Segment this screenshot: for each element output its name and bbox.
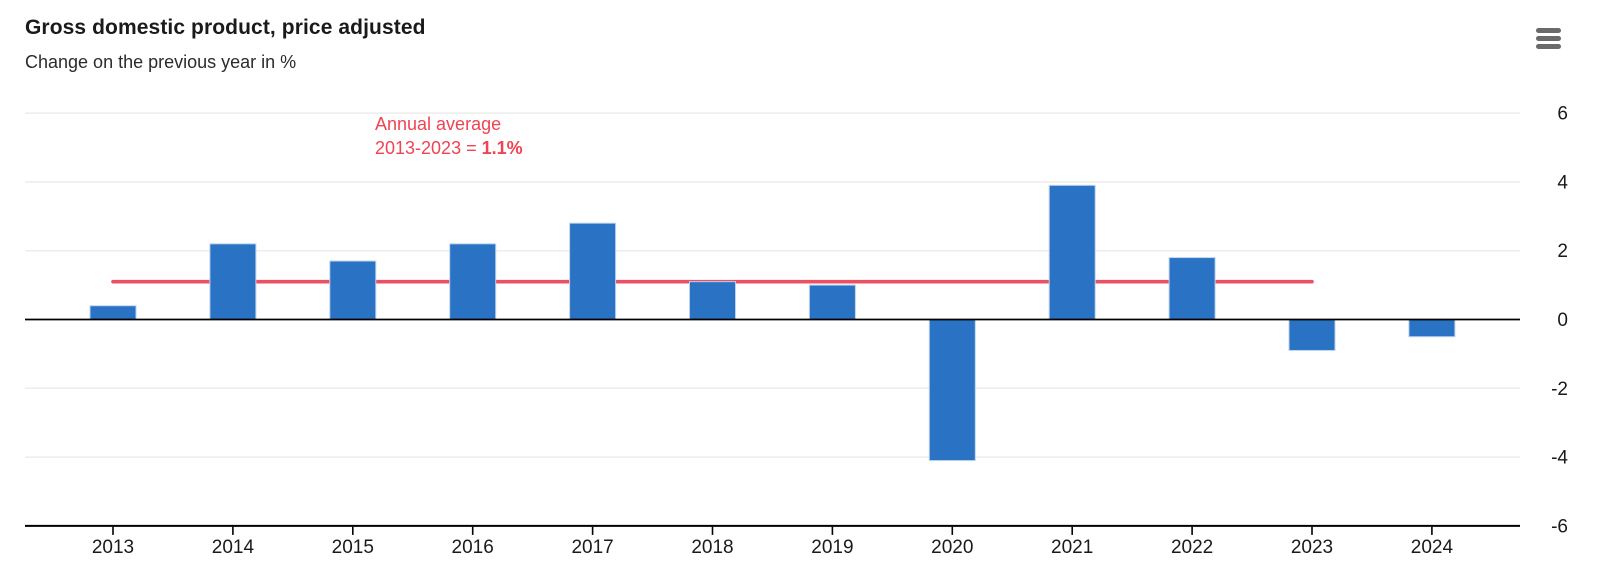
x-axis-label-2023: 2023: [1291, 537, 1333, 558]
y-axis-label--4: -4: [1551, 448, 1568, 469]
y-axis-label-0: 0: [1557, 310, 1568, 331]
chart-subtitle: Change on the previous year in %: [25, 52, 297, 72]
bar-2019: [808, 284, 856, 321]
chart-title: Gross domestic product, price adjusted: [25, 16, 426, 39]
average-annotation-line2: 2013-2023 = 1.1%: [375, 138, 523, 158]
bar-2016: [449, 243, 497, 321]
average-annotation: Annual average 2013-2023 = 1.1%: [375, 112, 523, 160]
x-axis-label-2019: 2019: [811, 537, 853, 558]
bar-2024: [1408, 319, 1456, 338]
x-axis-label-2015: 2015: [332, 537, 374, 558]
y-axis-label-6: 6: [1557, 104, 1568, 125]
x-axis-label-2018: 2018: [691, 537, 733, 558]
chart-menu-button[interactable]: [1530, 21, 1568, 55]
average-annotation-line1: Annual average: [375, 114, 502, 134]
y-axis-label-2: 2: [1557, 241, 1568, 262]
average-value: 1.1%: [481, 138, 523, 158]
bar-2021: [1048, 184, 1096, 320]
hamburger-icon: [1536, 43, 1561, 49]
hamburger-icon: [1536, 27, 1561, 33]
bar-2022: [1168, 257, 1216, 320]
y-axis-label--6: -6: [1551, 516, 1568, 537]
bar-2014: [209, 243, 257, 321]
hamburger-icon: [1536, 35, 1561, 41]
y-axis-label-4: 4: [1557, 172, 1568, 193]
x-axis-label-2024: 2024: [1411, 537, 1454, 558]
bar-2017: [569, 222, 617, 320]
bar-2020: [928, 319, 976, 462]
x-axis-label-2017: 2017: [571, 537, 613, 558]
bar-2013: [89, 305, 137, 320]
bar-2015: [329, 260, 377, 320]
bar-2023: [1288, 319, 1336, 351]
x-axis-label-2013: 2013: [92, 537, 134, 558]
x-axis-label-2020: 2020: [931, 537, 973, 558]
x-axis-label-2016: 2016: [452, 537, 494, 558]
y-axis-label--2: -2: [1551, 379, 1568, 400]
bar-2018: [689, 281, 736, 321]
x-axis-label-2014: 2014: [212, 537, 255, 558]
x-axis-label-2021: 2021: [1051, 537, 1093, 558]
x-axis-label-2022: 2022: [1171, 537, 1213, 558]
